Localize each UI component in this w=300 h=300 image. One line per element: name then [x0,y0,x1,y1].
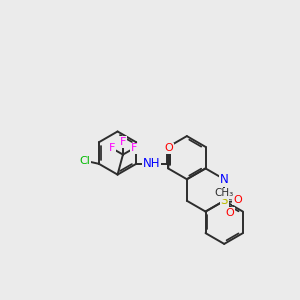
Text: N: N [220,173,229,186]
Text: F: F [109,143,116,153]
Text: F: F [130,143,137,153]
Text: F: F [120,137,126,147]
Text: Cl: Cl [80,156,91,166]
Text: CH₃: CH₃ [214,188,234,198]
Text: NH: NH [143,157,160,170]
Text: S: S [220,194,228,207]
Text: O: O [225,208,234,218]
Text: O: O [233,194,242,205]
Text: O: O [164,143,173,153]
